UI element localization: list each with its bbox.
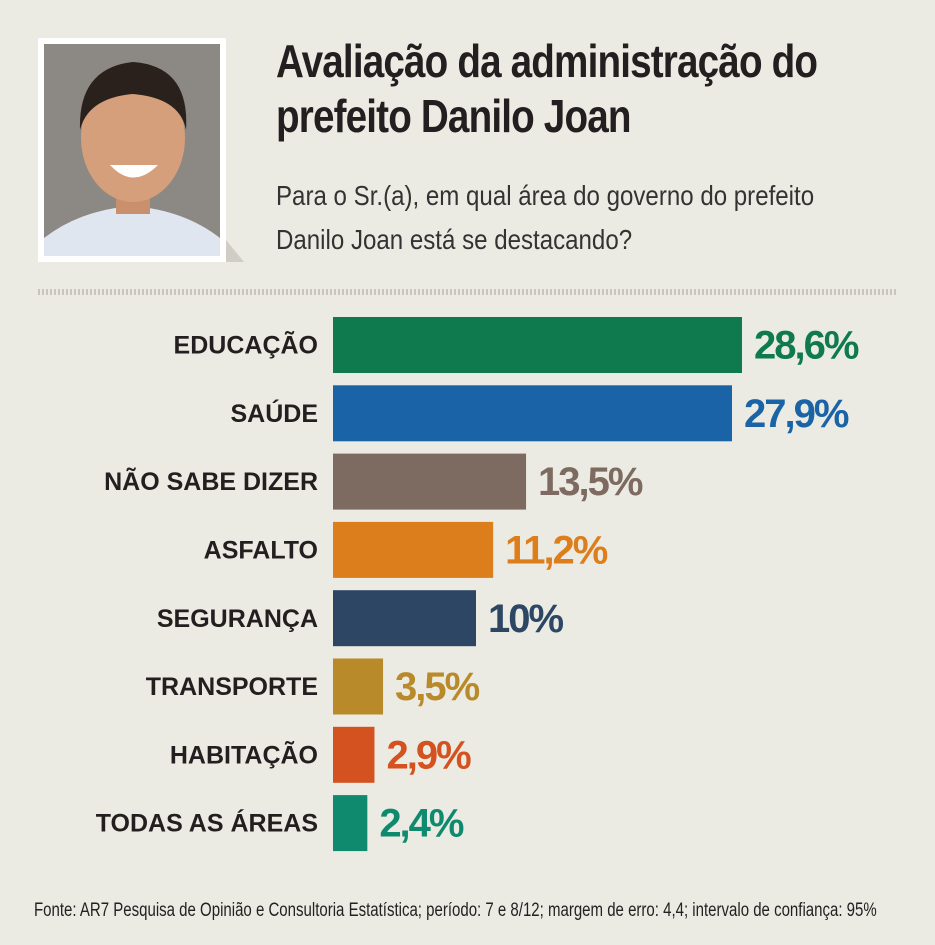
bar <box>333 590 477 647</box>
value-label: 10% <box>488 597 563 641</box>
category-label: SEGURANÇA <box>157 605 318 633</box>
photo <box>38 38 244 262</box>
value-label: 3,5% <box>395 665 480 709</box>
category-label: HABITAÇÃO <box>170 739 318 769</box>
bar <box>333 453 527 510</box>
value-label: 13,5% <box>538 460 643 504</box>
category-label: ASFALTO <box>204 537 318 565</box>
category-label: NÃO SABE DIZER <box>104 466 318 496</box>
chart-title: Avaliação da administração do prefeito D… <box>276 35 818 142</box>
bar <box>333 658 384 715</box>
bar <box>333 521 494 578</box>
chart-subtitle: Para o Sr.(a), em qual área do governo d… <box>276 180 815 255</box>
bar <box>333 385 732 442</box>
value-label: 27,9% <box>744 392 849 436</box>
category-label: SAÚDE <box>230 398 318 428</box>
bar <box>333 726 375 783</box>
source-note: Fonte: AR7 Pesquisa de Opinião e Consult… <box>34 900 877 921</box>
bar <box>333 317 742 373</box>
bar <box>333 795 368 852</box>
value-label: 2,4% <box>379 802 464 846</box>
value-label: 28,6% <box>754 324 859 368</box>
value-label: 2,9% <box>386 733 471 777</box>
value-label: 11,2% <box>505 528 608 572</box>
category-label: TODAS AS ÁREAS <box>96 809 318 838</box>
category-label: EDUCAÇÃO <box>174 330 318 360</box>
category-label: TRANSPORTE <box>146 673 318 701</box>
